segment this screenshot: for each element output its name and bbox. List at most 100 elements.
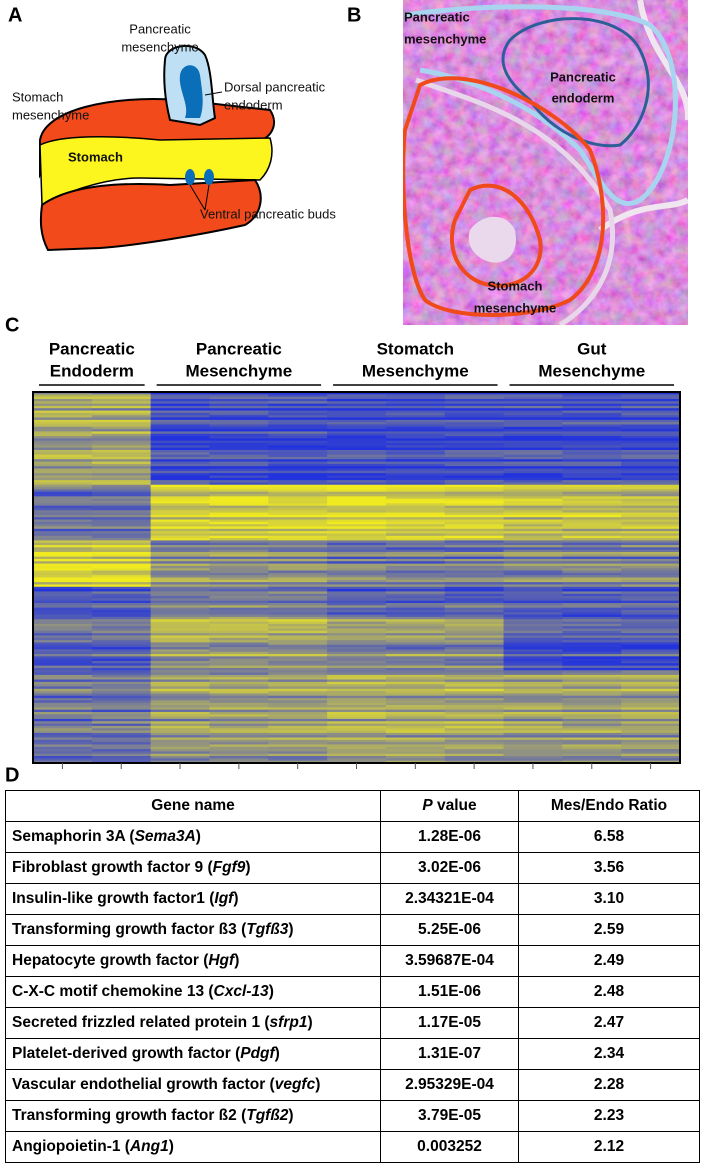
heat-cell <box>150 688 210 692</box>
heat-cell <box>444 512 505 516</box>
heat-cell <box>150 596 210 599</box>
annotation: mesenchyme <box>121 39 198 54</box>
heat-cell <box>621 436 681 439</box>
heat-cell <box>621 677 681 681</box>
heat-cell <box>33 746 93 750</box>
heat-cell <box>33 480 93 483</box>
heat-cell <box>33 519 93 523</box>
heat-cell <box>385 408 446 412</box>
heat-cell <box>621 554 681 558</box>
heat-cell <box>503 730 563 734</box>
heat-cell <box>327 459 387 463</box>
heat-cell <box>209 603 269 606</box>
heat-cell <box>209 728 269 732</box>
heat-cell <box>621 498 681 502</box>
heat-cell <box>562 424 622 428</box>
heat-cell <box>209 422 269 425</box>
heat-cell <box>503 758 563 762</box>
heat-cell <box>268 449 328 453</box>
heat-cell <box>621 658 681 662</box>
heat-cell <box>150 565 210 569</box>
heat-cell <box>327 514 387 518</box>
heat-cell <box>150 452 210 456</box>
heat-cell <box>91 679 152 683</box>
heat-cell <box>209 605 269 609</box>
heat-cell <box>503 477 563 481</box>
heat-cell <box>621 558 681 562</box>
heat-cell <box>503 721 563 725</box>
heat-cell <box>209 426 269 430</box>
gene-symbol: Fgf9 <box>212 859 246 876</box>
heat-cell <box>503 475 563 479</box>
heat-cell <box>562 711 622 715</box>
heat-cell <box>268 623 328 627</box>
heat-cell <box>33 658 93 662</box>
heat-cell <box>33 549 93 553</box>
heat-cell <box>91 570 152 574</box>
heat-cell <box>327 510 387 514</box>
heat-cell <box>33 563 93 567</box>
heat-cell <box>209 547 269 551</box>
heat-cell <box>150 422 210 425</box>
heat-cell <box>91 660 152 664</box>
heat-cell <box>33 538 93 541</box>
heat-cell <box>385 424 446 428</box>
heat-cell <box>503 695 563 699</box>
heat-cell <box>33 730 93 734</box>
heat-cell <box>385 551 446 555</box>
heat-cell <box>385 660 446 664</box>
heat-cell <box>268 512 328 516</box>
heat-cell <box>385 584 446 588</box>
heat-cell <box>503 735 563 738</box>
heat-cell <box>268 551 328 555</box>
heat-cell <box>209 739 269 743</box>
heat-cell <box>33 677 93 681</box>
gene-symbol: Pdgf <box>240 1045 275 1062</box>
heat-cell <box>150 607 210 611</box>
heat-cell <box>150 702 210 706</box>
heat-cell <box>268 672 328 676</box>
heat-cell <box>385 737 446 741</box>
heat-cell <box>327 549 387 553</box>
heat-cell <box>621 623 681 627</box>
heat-cell <box>268 607 328 611</box>
heat-cell <box>150 598 210 602</box>
heat-cell <box>268 500 328 504</box>
heat-cell <box>209 452 269 456</box>
heat-cell <box>444 647 505 650</box>
heat-cell <box>268 533 328 537</box>
table-row: Hepatocyte growth factor (Hgf) 3.59687E-0… <box>5 945 700 977</box>
heat-cell <box>444 533 505 537</box>
heat-cell <box>562 739 622 743</box>
heat-cell <box>444 614 505 618</box>
heat-cell <box>444 454 505 458</box>
heat-cell <box>268 732 328 736</box>
heat-cell <box>621 505 681 509</box>
heat-cell <box>385 667 446 671</box>
heat-cell <box>444 596 505 599</box>
heat-cell <box>33 496 93 500</box>
heat-cell <box>562 598 622 602</box>
heat-cell <box>444 565 505 569</box>
heat-cell <box>268 753 328 757</box>
heat-cell <box>327 454 387 458</box>
heat-cell <box>150 456 210 460</box>
heat-cell <box>209 538 269 541</box>
heat-cell <box>444 577 505 581</box>
heat-cell <box>444 711 505 715</box>
heat-cell <box>385 598 446 602</box>
heat-cell <box>268 394 328 398</box>
heat-cell <box>503 670 563 674</box>
heat-cell <box>150 412 210 416</box>
heat-cell <box>91 723 152 727</box>
heat-cell <box>444 463 505 467</box>
heat-cell <box>562 542 622 546</box>
heat-cell <box>268 725 328 729</box>
heat-cell <box>327 649 387 653</box>
heat-cell <box>444 417 505 421</box>
heat-cell <box>209 623 269 627</box>
heat-cell <box>621 547 681 551</box>
heat-cell <box>150 549 210 553</box>
heat-cell <box>268 410 328 414</box>
heat-cell <box>209 489 269 493</box>
